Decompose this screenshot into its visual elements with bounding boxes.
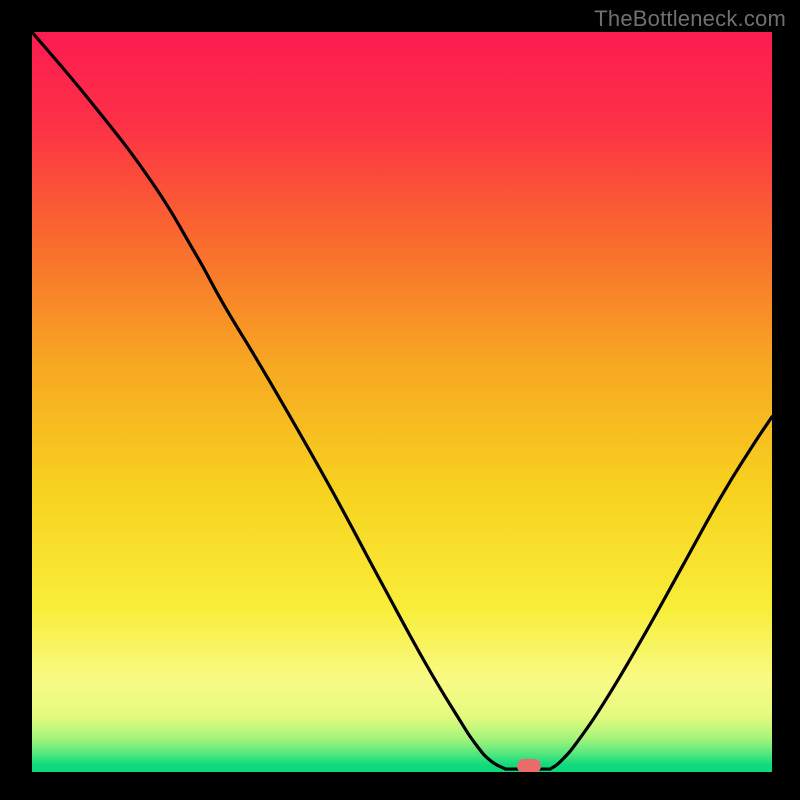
watermark-text: TheBottleneck.com bbox=[594, 6, 786, 32]
bottleneck-curves bbox=[32, 32, 772, 772]
chart-frame: TheBottleneck.com bbox=[0, 0, 800, 800]
curve-right bbox=[550, 417, 772, 769]
plot-area bbox=[32, 32, 772, 772]
optimal-marker-pill bbox=[517, 759, 541, 772]
curve-left bbox=[32, 32, 506, 769]
